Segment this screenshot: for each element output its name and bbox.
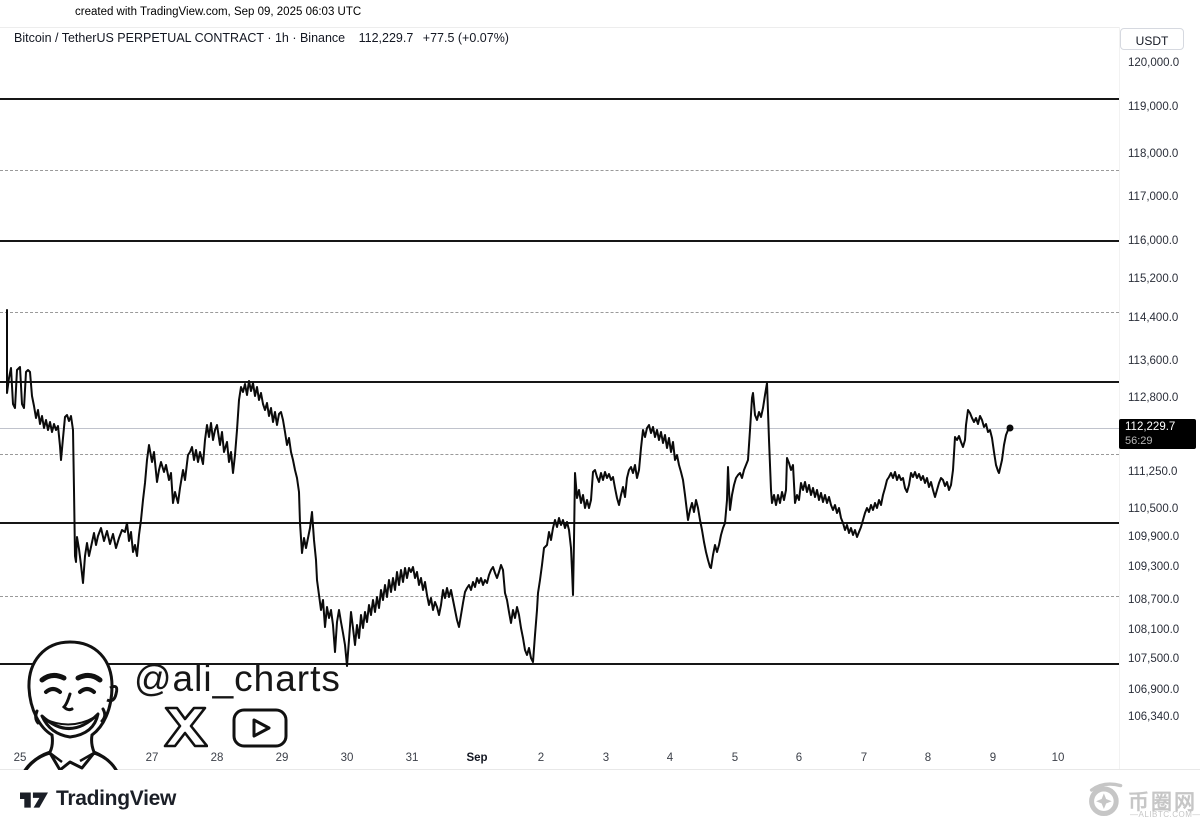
- youtube-icon: [232, 708, 288, 748]
- price-polyline: [6, 309, 1011, 667]
- price-scale-label: 112,800.0: [1128, 392, 1179, 404]
- price-scale-label: 111,250.0: [1128, 466, 1178, 478]
- footer-bar: TradingView 币圈网 —ALIBTC.COM—: [0, 770, 1200, 826]
- time-axis-separator: [0, 769, 1200, 770]
- header-price-change: +77.5 (+0.07%): [422, 31, 509, 45]
- symbol-title: Bitcoin / TetherUS PERPETUAL CONTRACT · …: [14, 31, 346, 45]
- time-axis-label: 3: [602, 752, 610, 764]
- tradingview-mark-icon: [20, 792, 48, 808]
- support-resistance-line: [0, 240, 1119, 242]
- price-scale-label: 106,900.0: [1128, 684, 1180, 696]
- price-scale-label: 113,600.0: [1128, 355, 1179, 367]
- time-axis-label: 29: [275, 752, 289, 764]
- price-scale-label: 115,200.0: [1128, 273, 1179, 285]
- created-with-text: created with TradingView.com, Sep 09, 20…: [75, 6, 362, 18]
- time-axis-label: 26: [80, 752, 94, 764]
- time-axis-label: 2: [537, 752, 545, 764]
- price-scale-label: 116,000.0: [1128, 235, 1179, 247]
- last-price-line: [0, 428, 1119, 429]
- site-watermark-name: 币圈网: [1128, 791, 1197, 814]
- price-scale-label: 106,340.0: [1128, 711, 1180, 723]
- time-axis-label: 6: [795, 752, 803, 764]
- coin-logo-icon: [1089, 782, 1123, 817]
- time-axis-label: 28: [210, 752, 224, 764]
- support-resistance-line: [0, 663, 1119, 665]
- price-scale-label: 110,500.0: [1128, 503, 1179, 515]
- time-axis-label: Sep: [466, 752, 488, 764]
- time-axis-label: 10: [1051, 752, 1065, 764]
- support-resistance-line: [0, 98, 1119, 100]
- created-with-bar: created with TradingView.com, Sep 09, 20…: [0, 0, 1200, 28]
- price-scale-label: 108,700.0: [1128, 594, 1180, 606]
- price-scale-label: 114,400.0: [1128, 312, 1179, 324]
- dashed-level-line: [0, 454, 1119, 455]
- time-axis-label: 5: [731, 752, 739, 764]
- dashed-level-line: [0, 312, 1119, 313]
- last-price-label[interactable]: 112,229.7 56:29: [1119, 419, 1196, 449]
- time-axis-label: 4: [666, 752, 674, 764]
- site-watermark: 币圈网 —ALIBTC.COM—: [1086, 780, 1200, 823]
- last-price-value: 112,229.7: [1125, 421, 1176, 433]
- price-scale-label: 120,000.0: [1128, 57, 1180, 69]
- price-scale-label: 108,100.0: [1128, 624, 1180, 636]
- time-axis-label: 30: [340, 752, 354, 764]
- currency-unit-button[interactable]: USDT: [1120, 28, 1184, 50]
- price-scale-label: 109,300.0: [1128, 561, 1180, 573]
- tradingview-logo[interactable]: TradingView: [20, 787, 176, 811]
- time-axis-label: 25: [13, 752, 27, 764]
- dashed-level-line: [0, 170, 1119, 171]
- time-axis-label: 7: [860, 752, 868, 764]
- dashed-level-line: [0, 596, 1119, 597]
- time-axis-label: 8: [924, 752, 932, 764]
- price-scale[interactable]: 120,000.0 119,000.0 118,000.0 117,000.0 116,…: [1119, 27, 1200, 769]
- tradingview-wordmark: TradingView: [56, 787, 177, 810]
- price-scale-label: 107,500.0: [1128, 653, 1180, 665]
- price-scale-label: 117,000.0: [1128, 191, 1179, 203]
- time-axis-label: 9: [989, 752, 997, 764]
- price-scale-label: 119,000.0: [1128, 101, 1179, 113]
- support-resistance-line: [0, 381, 1119, 383]
- bar-countdown: 56:29: [1125, 435, 1153, 447]
- symbol-header[interactable]: Bitcoin / TetherUS PERPETUAL CONTRACT · …: [14, 31, 509, 45]
- time-axis-label: 27: [145, 752, 159, 764]
- x-twitter-icon: [163, 706, 208, 748]
- site-watermark-domain: —ALIBTC.COM—: [1130, 810, 1200, 819]
- support-resistance-line: [0, 522, 1119, 524]
- time-axis[interactable]: 25 26 27 28 29 30 31 Sep 2 3 4 5 6 7 8 9 10: [0, 747, 1119, 769]
- price-scale-label: 118,000.0: [1128, 148, 1179, 160]
- price-scale-label: 109,900.0: [1128, 531, 1180, 543]
- header-last-price: 112,229.7: [358, 31, 414, 45]
- time-axis-label: 31: [405, 752, 419, 764]
